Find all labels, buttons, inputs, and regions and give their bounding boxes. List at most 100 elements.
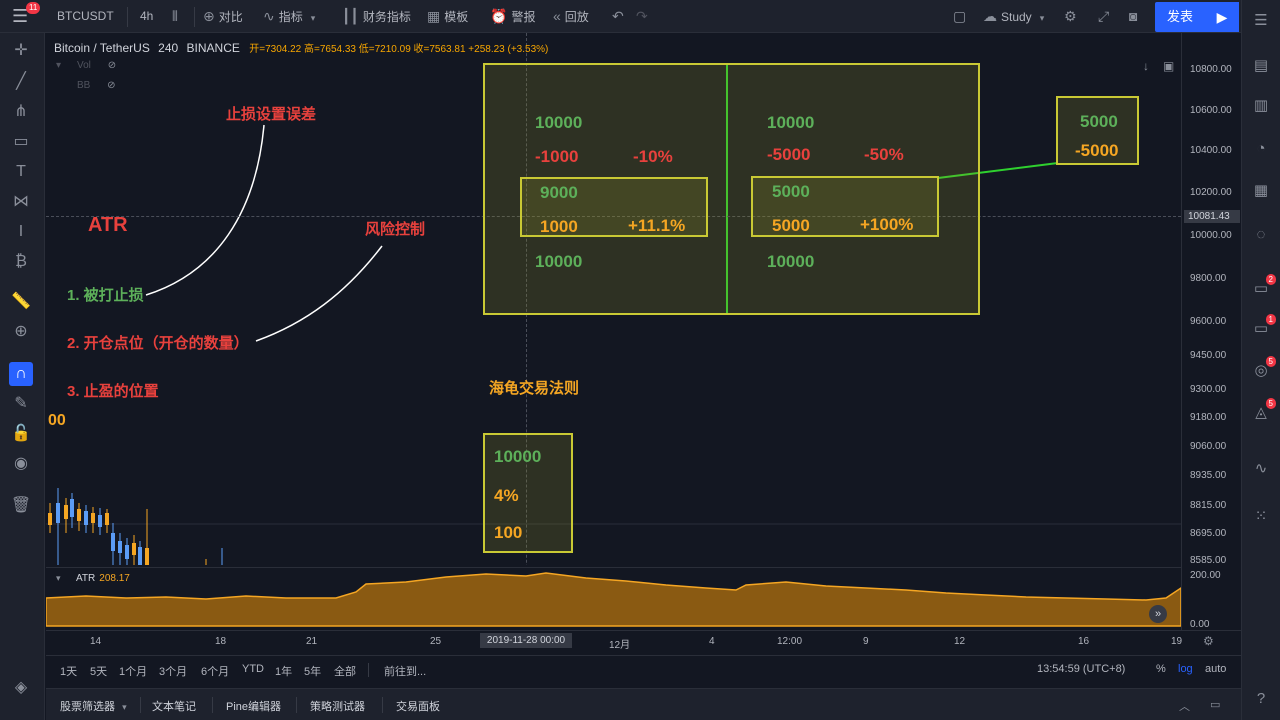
chat-icon[interactable]: ▭ 2: [1250, 274, 1276, 300]
financials-button[interactable]: ┃┃ 财务指标: [342, 0, 411, 33]
range-3m[interactable]: 3个月: [159, 666, 188, 678]
magnet-icon[interactable]: ∩: [9, 362, 33, 386]
right-remaining: 5000: [772, 182, 810, 201]
candles-icon[interactable]: ⫴: [172, 8, 178, 24]
range-1y[interactable]: 1年: [275, 666, 293, 678]
draw-mode-icon[interactable]: ✎: [14, 395, 28, 412]
layout-icon[interactable]: ▢: [953, 8, 967, 24]
scroll-right-icon[interactable]: »: [1149, 605, 1167, 623]
eye-hidden-icon[interactable]: ⊘: [107, 80, 116, 91]
price-axis[interactable]: 10800.00 10600.00 10400.00 10200.00 1000…: [1181, 33, 1241, 633]
settings-icon[interactable]: ⚙: [1064, 8, 1077, 24]
idea-icon[interactable]: ◌: [1256, 226, 1266, 243]
lock-icon[interactable]: 🔓: [11, 425, 31, 442]
details-icon[interactable]: ▤: [1253, 57, 1269, 74]
zoom-icon[interactable]: ⊕: [14, 323, 28, 340]
clock-text[interactable]: 13:54:59 (UTC+8): [1037, 663, 1126, 675]
replay-button[interactable]: «回放: [553, 0, 589, 33]
tab-text-notes[interactable]: 文本笔记: [152, 701, 196, 713]
clock-icon[interactable]: ◔: [1256, 140, 1266, 157]
atr-text: ATR: [88, 214, 128, 236]
collapse-atr-icon[interactable]: ▾: [56, 573, 61, 583]
pattern-icon[interactable]: ⋈: [13, 193, 29, 210]
eye-hidden-icon[interactable]: ⊘: [107, 60, 117, 71]
pitchfork-icon[interactable]: ⋔: [14, 103, 28, 120]
ruler-icon[interactable]: 📏: [11, 293, 31, 310]
vol-indicator[interactable]: Vol ⊘: [77, 60, 116, 71]
turtle-rule-text: 海龟交易法则: [489, 380, 580, 397]
camera-icon[interactable]: ◙: [1129, 8, 1138, 24]
text-icon[interactable]: T: [16, 163, 26, 180]
log-toggle[interactable]: log: [1178, 663, 1193, 675]
tab-stock-screener[interactable]: 股票筛选器 ▾: [60, 698, 127, 714]
price-label: 10200.00: [1190, 187, 1232, 198]
tab-pine-editor[interactable]: Pine编辑器: [226, 701, 282, 713]
eye-icon[interactable]: ◉: [14, 455, 28, 472]
measure-icon[interactable]: I: [18, 223, 24, 240]
range-5d[interactable]: 5天: [90, 666, 108, 678]
maximize-panel-icon[interactable]: ▭: [1210, 699, 1221, 711]
play-icon[interactable]: ▶: [1205, 2, 1239, 32]
range-5y[interactable]: 5年: [304, 666, 322, 678]
alert-button[interactable]: ⏰ 警报: [490, 0, 535, 33]
range-6m[interactable]: 6个月: [201, 666, 230, 678]
percent-toggle[interactable]: %: [1156, 663, 1166, 675]
range-1m[interactable]: 1个月: [119, 666, 148, 678]
indicators-button[interactable]: ∿ 指标 ▾: [263, 0, 319, 33]
trendline-icon[interactable]: ╱: [16, 73, 26, 90]
crosshair-horizontal: [46, 216, 1181, 217]
templates-button[interactable]: ▦ 模板: [427, 0, 468, 33]
tab-trading-panel[interactable]: 交易面板: [396, 701, 440, 713]
right-recover-box[interactable]: [751, 176, 939, 237]
symbol-search[interactable]: BTCUSDT: [57, 9, 114, 23]
calendar-icon[interactable]: ▦: [1253, 182, 1269, 199]
atr-axis-top: 200.00: [1190, 570, 1221, 581]
chevron-up-icon[interactable]: ︿: [1179, 701, 1190, 713]
chart-pane[interactable]: 10000 -1000 -10% 9000 1000 +11.1% 10000 …: [46, 33, 1181, 565]
interval-button[interactable]: 4h: [140, 9, 154, 23]
range-ytd[interactable]: YTD: [242, 663, 264, 675]
streams-icon[interactable]: ◎ 5: [1250, 356, 1276, 382]
comparison-box[interactable]: [483, 63, 980, 315]
redo-icon[interactable]: ↷: [636, 8, 648, 24]
dots-grid-icon[interactable]: ⁙: [1254, 508, 1268, 525]
price-label: 9060.00: [1190, 441, 1227, 452]
crosshair-icon[interactable]: ✛: [14, 42, 28, 59]
undo-icon[interactable]: ↶: [612, 8, 624, 24]
legend-exchange: BINANCE: [186, 41, 240, 55]
tab-strategy-tester[interactable]: 策略测试器: [310, 701, 365, 713]
bb-indicator[interactable]: BB ⊘: [77, 80, 116, 91]
bitcoin-icon[interactable]: ₿: [15, 253, 27, 270]
study-button[interactable]: ☁ Study ▾: [983, 0, 1048, 33]
range-all[interactable]: 全部: [334, 666, 356, 678]
alarm-icon: ⏰: [490, 8, 508, 24]
collapse-legend-icon[interactable]: ▾: [56, 60, 62, 71]
turtle-box[interactable]: [483, 433, 573, 553]
layers-icon[interactable]: ◈: [14, 679, 28, 696]
compare-button[interactable]: ⊕ 对比: [203, 0, 243, 33]
help-icon[interactable]: ?: [1256, 690, 1266, 707]
notifications-icon[interactable]: ◬ 5: [1250, 398, 1276, 424]
side-box[interactable]: [1056, 96, 1139, 165]
menu-icon[interactable]: ☰: [12, 6, 29, 26]
watchlist-icon[interactable]: ☰: [1254, 12, 1268, 29]
goto-button[interactable]: 前往到...: [384, 666, 427, 678]
maximize-pane-icon[interactable]: ▣: [1163, 59, 1175, 73]
trend-icon[interactable]: ∿: [1254, 460, 1268, 477]
atr-pane[interactable]: ▾ ATR 208.17 »: [46, 567, 1181, 630]
publish-button[interactable]: 发表: [1155, 2, 1205, 32]
fullscreen-icon[interactable]: ⤢: [1098, 8, 1110, 24]
replay-label: 回放: [564, 10, 589, 24]
left-recover-box[interactable]: [520, 177, 708, 237]
time-axis[interactable]: 14 18 21 25 12月 4 12:00 9 12 16 19 2019-…: [46, 630, 1241, 652]
chevron-down-icon: ▾: [1039, 13, 1045, 23]
scroll-down-icon[interactable]: ↓: [1143, 59, 1149, 73]
rectangle-icon[interactable]: ▭: [13, 133, 29, 150]
auto-toggle[interactable]: auto: [1205, 663, 1227, 675]
news-icon[interactable]: ▥: [1253, 97, 1269, 114]
price-label: 10800.00: [1190, 64, 1232, 75]
range-1d[interactable]: 1天: [60, 666, 78, 678]
messages-icon[interactable]: ▭ 1: [1250, 314, 1276, 340]
settings-icon[interactable]: ⚙: [1203, 634, 1214, 648]
trash-icon[interactable]: 🗑: [10, 497, 32, 514]
